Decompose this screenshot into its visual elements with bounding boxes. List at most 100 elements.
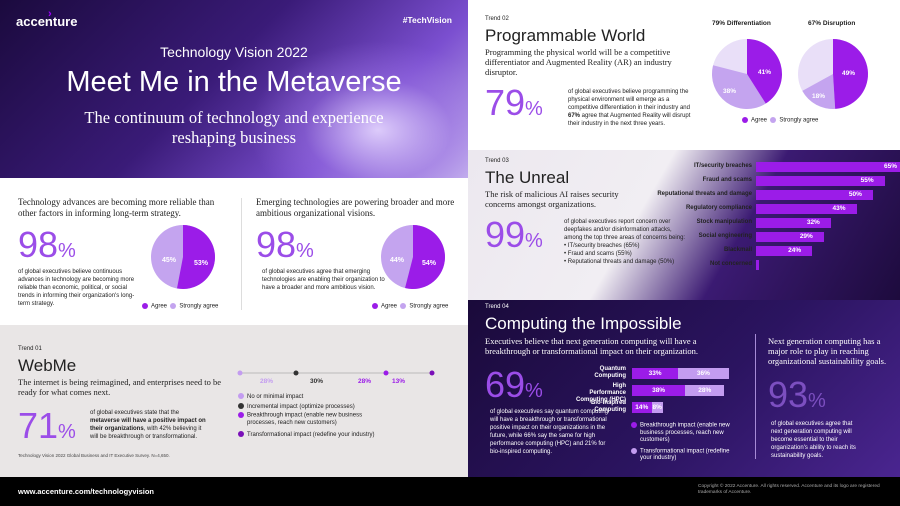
bar-transformational: 8% (651, 402, 663, 413)
impact-dot (237, 370, 243, 376)
bar-transformational: 28% (685, 385, 725, 396)
bar-label: Fraud and scams (702, 177, 752, 183)
legend-dot-strong-icon (170, 303, 177, 309)
impact-val-3: 13% (392, 378, 405, 385)
hero-banner: accenture › #TechVision Technology Visio… (0, 0, 468, 178)
bar-breakthrough: 33% (632, 368, 679, 379)
pie-strong-slice (833, 39, 869, 109)
pie-label-agree: 45% (162, 257, 177, 264)
impact-legend-item: Breakthrough impact (enable new business… (238, 412, 388, 427)
trend-label: Trend 02 (485, 16, 509, 22)
trend-subtitle: The internet is being reimagined, and en… (18, 377, 221, 397)
trend-subtitle: Programming the physical world will be a… (485, 47, 672, 77)
bar-value: 43% (832, 205, 846, 212)
stats-divider (241, 198, 242, 310)
bar (756, 176, 885, 186)
hero-glow (248, 40, 468, 178)
impact-legend-item: No or minimal impact (238, 392, 388, 402)
impact-legend-item: Transformational impact (redefine your i… (238, 430, 388, 440)
comp-text: of global executives say quantum computi… (490, 409, 609, 455)
trend-programmable-world-section: Trend 02 Programmable World Programming … (468, 0, 900, 150)
trend-label: Trend 04 (485, 304, 509, 310)
footer-url[interactable]: www.accenture.com/technologyvision (18, 487, 155, 496)
impact-dot (429, 370, 435, 376)
stat1-text: of global executives believe continuous … (18, 269, 135, 307)
bar-value: 29% (799, 233, 813, 240)
side-title: Next generation computing has a major ro… (768, 336, 887, 366)
bar-label: Bio-Inspired Computing (590, 400, 626, 413)
legend-dot-breakthrough-icon (631, 422, 637, 428)
hero-subtitle: The continuum of technology and experien… (84, 108, 384, 147)
bar (756, 246, 813, 256)
stat1-pie: 45% 53% (151, 225, 216, 289)
trend-subtitle: The risk of malicious AI raises security… (485, 189, 619, 209)
bar-label: Not concerned (709, 261, 752, 267)
pie-label-agree: 44% (390, 257, 405, 264)
webme-big: 71% (18, 405, 76, 446)
bar (756, 162, 900, 172)
pie2-title: 67% Disruption (808, 20, 856, 27)
impact-dot (383, 370, 389, 376)
legend-dot-strong-icon (770, 117, 777, 123)
stat2-text: of global executives agree that emerging… (262, 269, 385, 291)
side-text: of global executives agree that next gen… (771, 421, 856, 459)
trend-title: Programmable World (485, 26, 646, 45)
bar (756, 204, 857, 214)
webme-text: of global executives state that the meta… (90, 410, 206, 440)
footer: www.accenture.com/technologyvision Copyr… (0, 477, 900, 506)
pw-big: 79% (485, 82, 543, 123)
stat1-heading: Technology advances are becoming more re… (18, 197, 215, 218)
bar-label: High Performance Computing (HPC) (576, 383, 626, 403)
brand-mark-icon: › (48, 8, 52, 20)
stat2-big: 98% (256, 224, 314, 265)
trend-subtitle: Executives believe that next generation … (485, 336, 698, 356)
comp-divider (755, 334, 756, 459)
legend-dot-transformational-icon (631, 447, 637, 454)
trend-title: Computing the Impossible (485, 314, 682, 333)
pie2: 18% 49% (798, 39, 869, 109)
bar-breakthrough: 14% (632, 402, 652, 413)
bar-label: IT/security breaches (693, 163, 752, 169)
comp-bar-chart: Quantum Computing 33% 36% High Performance … (576, 366, 738, 418)
impact-dots (237, 370, 435, 376)
trend-unreal-section: Trend 03 The Unreal The risk of maliciou… (468, 150, 900, 300)
stat1-legend: Agree Strongly agree (142, 303, 218, 310)
impact-legend-item: Incremental impact (optimize processes) (238, 402, 388, 412)
bar-label: Blackmail (723, 247, 752, 253)
bar-label: Social engineering (698, 233, 752, 239)
pie-strong-slice (405, 225, 445, 289)
hashtag: #TechVision (402, 15, 452, 25)
bar-value: 32% (806, 219, 820, 226)
unreal-text: of global executives report concern over… (564, 219, 686, 265)
pie-agree-slice (712, 65, 766, 109)
trend-title: The Unreal (485, 168, 570, 187)
pie-strong-slice (177, 225, 216, 289)
survey-source: Technology Vision 2022 Global Business a… (18, 453, 170, 458)
bar-label: Quantum Computing (594, 366, 626, 379)
pie1-title: 79% Differentiation (712, 20, 771, 27)
bar-transformational: 36% (678, 368, 729, 379)
pie-label-strong: 53% (194, 260, 209, 267)
vision-title: Technology Vision 2022 (160, 44, 308, 60)
bar-label: Reputational threats and damage (657, 191, 752, 197)
impact-legend: No or minimal impact Incremental impact … (238, 392, 388, 440)
pie-agree-slice (802, 74, 836, 109)
impact-val-2: 28% (358, 378, 371, 385)
pw-legend: Agree Strongly agree (742, 117, 818, 124)
stat1-big: 98% (18, 224, 76, 265)
bar (756, 260, 759, 270)
pie-label-agree: 18% (812, 93, 825, 100)
unreal-big: 99% (485, 214, 543, 255)
headline: Meet Me in the Metaverse (66, 66, 402, 98)
bar-value: 55% (860, 177, 874, 184)
bar-breakthrough: 38% (632, 385, 686, 396)
stat2-heading: Emerging technologies are powering broad… (256, 197, 455, 218)
stat2-legend: Agree Strongly agree (372, 303, 448, 310)
bar-value: 50% (848, 191, 862, 198)
bar-value: 24% (788, 247, 802, 254)
trend-label: Trend 03 (485, 158, 509, 164)
unreal-bar-chart: IT/security breaches 65% Fraud and scams 55… (648, 162, 900, 277)
trend-computing-section: Trend 04 Computing the Impossible Execut… (468, 300, 900, 477)
legend-dot-strong-icon (400, 303, 407, 309)
pie1: 38% 41% (712, 39, 782, 109)
